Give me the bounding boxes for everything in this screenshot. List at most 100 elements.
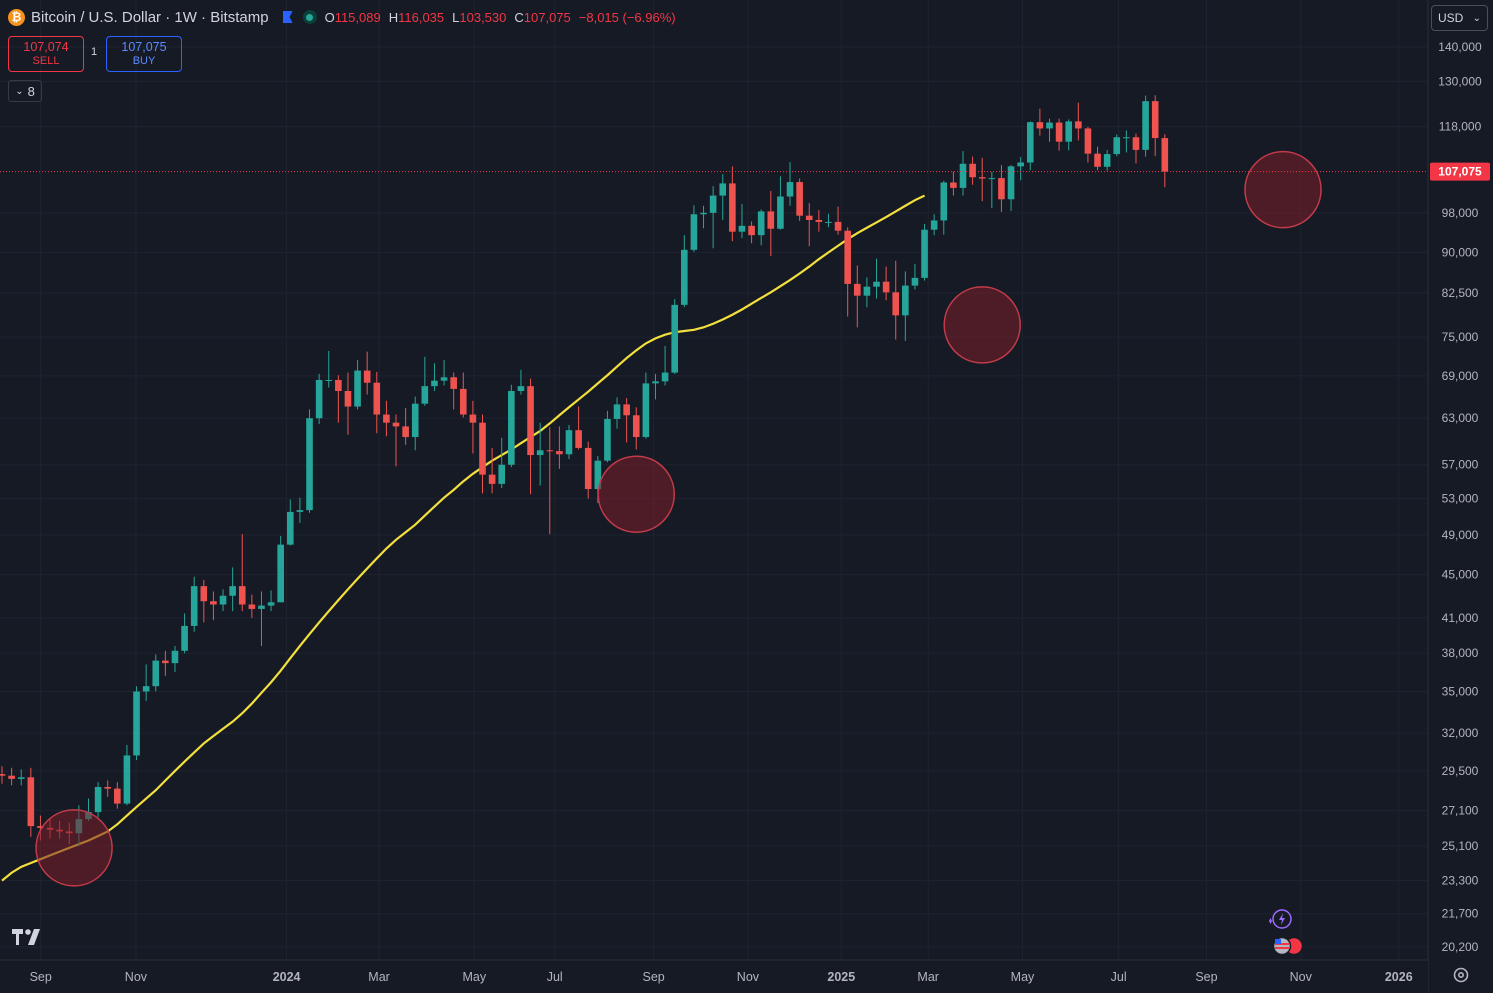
- candle-body: [296, 510, 304, 512]
- candle: [469, 400, 477, 454]
- candle: [786, 162, 794, 206]
- candle-body: [219, 595, 227, 605]
- symbol-header: ₿ Bitcoin / U.S. Dollar · 1W · Bitstamp …: [8, 6, 676, 28]
- x-tick-label: Mar: [368, 970, 390, 984]
- candle-body: [719, 183, 727, 196]
- candle: [238, 534, 246, 612]
- candle-body: [863, 286, 871, 296]
- open-value: 115,089: [334, 9, 381, 25]
- candle-body: [729, 183, 736, 232]
- candle-body: [392, 422, 400, 427]
- candle-body: [181, 625, 188, 651]
- candle-body: [882, 281, 890, 293]
- candle-body: [0, 774, 6, 776]
- candle: [450, 372, 457, 410]
- candle-body: [1094, 153, 1101, 167]
- highlight-circle: [1244, 150, 1322, 229]
- candle: [152, 654, 160, 692]
- candle-body: [488, 474, 496, 484]
- candle-body: [757, 211, 765, 236]
- candle: [546, 427, 554, 535]
- symbol-title[interactable]: Bitcoin / U.S. Dollar · 1W · Bitstamp: [31, 8, 269, 26]
- gear-icon[interactable]: [1452, 966, 1470, 984]
- candle: [200, 579, 208, 623]
- candle: [27, 767, 35, 837]
- candle: [123, 744, 131, 806]
- candle: [363, 351, 371, 395]
- candle-body: [969, 163, 976, 178]
- buy-button[interactable]: 107,075 BUY: [106, 36, 182, 72]
- candle: [1123, 130, 1130, 153]
- grid-lines: [0, 0, 1428, 960]
- candle-body: [1142, 101, 1149, 150]
- candle: [1055, 118, 1063, 151]
- candle: [114, 782, 121, 809]
- candle-body: [517, 386, 525, 391]
- candle: [556, 426, 563, 469]
- y-tick-label: 23,300: [1442, 874, 1479, 888]
- y-tick-label: 25,100: [1442, 839, 1479, 853]
- candle: [335, 375, 342, 423]
- candle: [479, 414, 486, 494]
- candle-body: [690, 214, 698, 250]
- y-tick-label: 98,000: [1442, 206, 1479, 220]
- low-label: L: [452, 9, 460, 25]
- candle: [0, 766, 6, 784]
- last-price-label: 107,075: [1430, 162, 1490, 181]
- candle-body: [1017, 162, 1024, 167]
- candle: [1103, 149, 1111, 171]
- currency-select[interactable]: USD ⌄: [1431, 5, 1488, 31]
- candle: [536, 422, 544, 486]
- candle: [1046, 118, 1053, 142]
- quantity-value[interactable]: 1: [90, 46, 98, 58]
- highlight-circle: [35, 809, 113, 887]
- candle: [344, 372, 352, 435]
- candle-body: [767, 211, 775, 229]
- x-tick-label: Nov: [737, 970, 760, 984]
- candle-body: [459, 388, 467, 415]
- y-tick-label: 53,000: [1442, 492, 1479, 506]
- candle-body: [556, 451, 563, 455]
- candle: [757, 209, 765, 246]
- buy-label: BUY: [132, 55, 156, 67]
- y-tick-label: 27,100: [1442, 803, 1479, 817]
- candle-body: [825, 221, 832, 223]
- candle: [613, 397, 621, 429]
- highlight-circle: [943, 286, 1021, 364]
- y-tick-label: 82,500: [1442, 286, 1479, 300]
- candle-body: [267, 602, 275, 606]
- candle: [796, 178, 803, 221]
- candle: [700, 205, 707, 229]
- flag-icon[interactable]: [282, 11, 293, 23]
- candle: [748, 221, 755, 244]
- change-value: −8,015 (−6.96%): [578, 9, 676, 25]
- candle-body: [1151, 101, 1159, 139]
- candle-body: [114, 788, 121, 804]
- y-tick-label: 140,000: [1438, 40, 1482, 54]
- candle-body: [411, 403, 419, 438]
- candle: [142, 664, 150, 701]
- candle-body: [834, 221, 842, 231]
- economic-events-icon[interactable]: [1270, 935, 1306, 957]
- candle-body: [210, 601, 217, 605]
- x-tick-label: Nov: [125, 970, 148, 984]
- candle: [325, 351, 333, 388]
- candle: [863, 277, 871, 308]
- highlight-circle: [597, 455, 676, 533]
- candle: [1142, 95, 1149, 157]
- candle: [1084, 126, 1092, 163]
- y-tick-label: 32,000: [1442, 726, 1479, 740]
- candle-body: [440, 377, 448, 381]
- indicators-toggle[interactable]: ⌄ 8: [8, 80, 42, 102]
- candle-body: [892, 292, 900, 316]
- sell-button[interactable]: 107,074 SELL: [8, 36, 84, 72]
- candle: [287, 499, 294, 546]
- low-value: 103,530: [459, 9, 507, 25]
- x-tick-label: 2024: [273, 970, 301, 984]
- candle-body: [94, 786, 102, 813]
- lightning-icon[interactable]: [1266, 908, 1294, 930]
- candle: [508, 384, 515, 468]
- y-tick-label: 41,000: [1442, 611, 1479, 625]
- candle: [1065, 119, 1073, 151]
